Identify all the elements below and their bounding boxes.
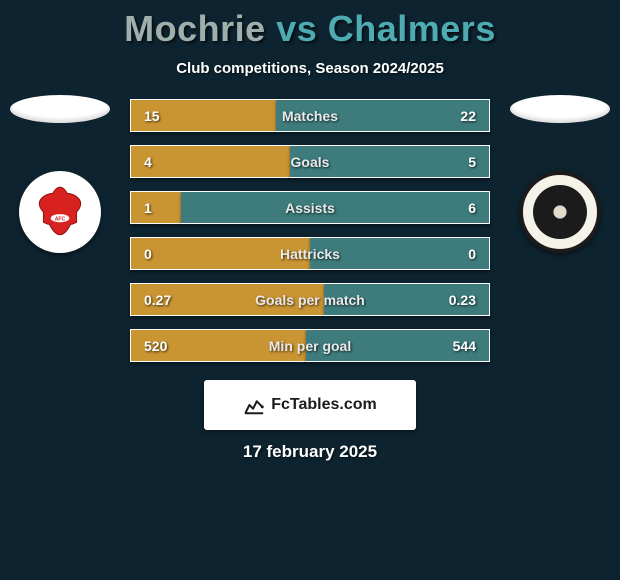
stat-value-right: 0.23	[449, 292, 476, 308]
stat-value-right: 5	[468, 154, 476, 170]
stat-value-right: 544	[453, 338, 476, 354]
stat-value-right: 6	[468, 200, 476, 216]
stat-value-left: 0	[144, 246, 152, 262]
stat-label: Assists	[285, 200, 335, 216]
stat-value-right: 0	[468, 246, 476, 262]
stat-value-left: 520	[144, 338, 167, 354]
bar-left	[130, 191, 181, 224]
stat-label: Hattricks	[280, 246, 340, 262]
bar-left	[130, 145, 290, 178]
stat-row: 15 Matches 22	[130, 99, 490, 132]
team2-crest-inner	[533, 185, 587, 239]
team2-crest	[519, 171, 601, 253]
stat-value-left: 4	[144, 154, 152, 170]
brand-icon	[243, 394, 265, 416]
stat-label: Matches	[282, 108, 338, 124]
team1-crest: AFC	[19, 171, 101, 253]
title-player1: Mochrie	[124, 8, 266, 49]
stat-value-left: 1	[144, 200, 152, 216]
title-vs: vs	[276, 8, 317, 49]
player2-placeholder	[510, 95, 610, 123]
stat-value-right: 22	[460, 108, 476, 124]
stat-label: Goals per match	[255, 292, 365, 308]
brand-text: FcTables.com	[271, 396, 377, 414]
team1-crest-icon: AFC	[29, 181, 91, 243]
brand-badge: FcTables.com	[204, 380, 416, 430]
svg-text:AFC: AFC	[55, 216, 66, 222]
subtitle: Club competitions, Season 2024/2025	[176, 60, 444, 77]
stat-row: 1 Assists 6	[130, 191, 490, 224]
stat-row: 0.27 Goals per match 0.23	[130, 283, 490, 316]
right-side	[500, 99, 620, 362]
player1-placeholder	[10, 95, 110, 123]
stat-value-left: 15	[144, 108, 160, 124]
bar-right	[181, 191, 490, 224]
stat-row: 0 Hattricks 0	[130, 237, 490, 270]
title-player2: Chalmers	[328, 8, 496, 49]
stat-row: 4 Goals 5	[130, 145, 490, 178]
stat-row: 520 Min per goal 544	[130, 329, 490, 362]
stat-label: Goals	[291, 154, 330, 170]
stat-label: Min per goal	[269, 338, 351, 354]
stats-table: 15 Matches 22 4 Goals 5 1 Assists 6 0 Hattricks 0 0.…	[130, 99, 490, 362]
team2-crest-icon	[545, 197, 575, 227]
page-title: Mochrie vs Chalmers	[124, 8, 496, 50]
stat-value-left: 0.27	[144, 292, 171, 308]
date: 17 february 2025	[243, 442, 377, 462]
left-side: AFC	[0, 99, 120, 362]
